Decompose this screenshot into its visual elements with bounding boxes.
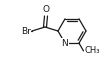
Text: CH₃: CH₃ (85, 46, 100, 55)
Text: N: N (62, 39, 68, 48)
Text: Br: Br (21, 26, 31, 36)
Text: O: O (43, 5, 49, 15)
